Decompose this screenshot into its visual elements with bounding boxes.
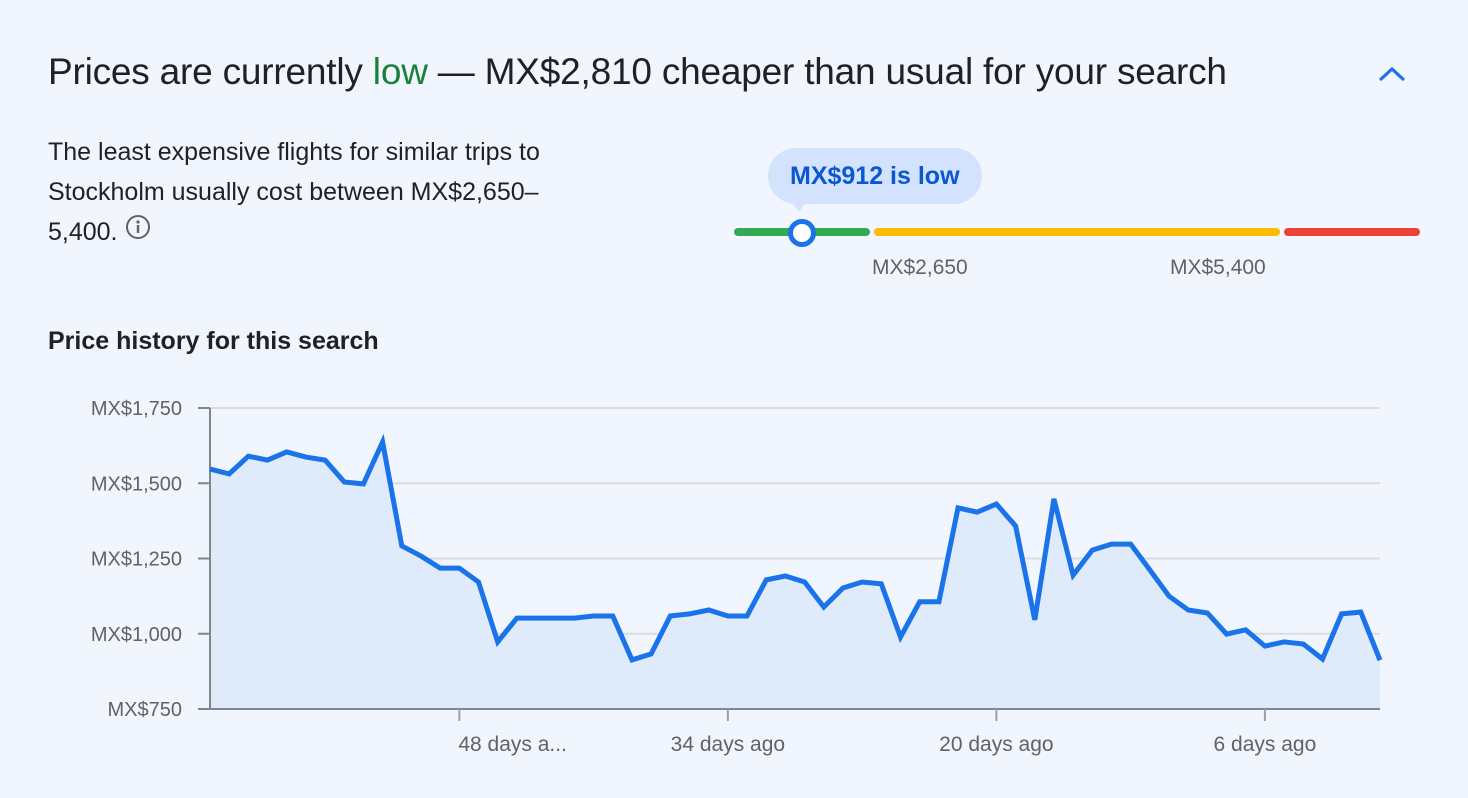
x-tick-label: 6 days ago (1214, 733, 1317, 756)
current-price-bubble: MX$912 is low (768, 148, 982, 204)
chevron-up-icon (1378, 66, 1406, 82)
y-tick-label: MX$1,750 (91, 398, 182, 420)
price-line (209, 433, 1383, 663)
price-history-title: Price history for this search (48, 327, 379, 355)
collapse-button[interactable] (1368, 54, 1416, 94)
headline-prefix: Prices are currently (48, 51, 373, 92)
bubble-tail (792, 202, 806, 212)
x-tick-label: 48 days a... (458, 733, 567, 756)
price-headline: Prices are currently low — MX$2,810 chea… (48, 48, 1227, 96)
headline-suffix: — MX$2,810 cheaper than usual for your s… (427, 51, 1227, 92)
y-tick-label: MX$750 (108, 699, 183, 721)
price-area (210, 442, 1380, 709)
typical-price-description: The least expensive flights for similar … (48, 132, 568, 253)
range-segment-high (1284, 228, 1420, 236)
y-tick-label: MX$1,000 (91, 624, 182, 646)
x-tick-label: 20 days ago (939, 733, 1053, 756)
price-history-chart[interactable]: MX$1,750 MX$1,500 MX$1,250 MX$1,000 MX$750 48… (0, 380, 1468, 780)
current-price-marker (788, 219, 816, 247)
y-tick-label: MX$1,250 (91, 549, 182, 571)
range-segment-typical (874, 228, 1280, 236)
description-text: The least expensive flights for similar … (48, 138, 540, 246)
range-high-threshold: MX$5,400 (1170, 256, 1266, 279)
y-tick-label: MX$1,500 (91, 473, 182, 495)
range-low-threshold: MX$2,650 (872, 256, 968, 279)
info-icon[interactable] (124, 213, 152, 253)
price-status-low: low (372, 51, 428, 92)
x-tick-label: 34 days ago (671, 733, 785, 756)
